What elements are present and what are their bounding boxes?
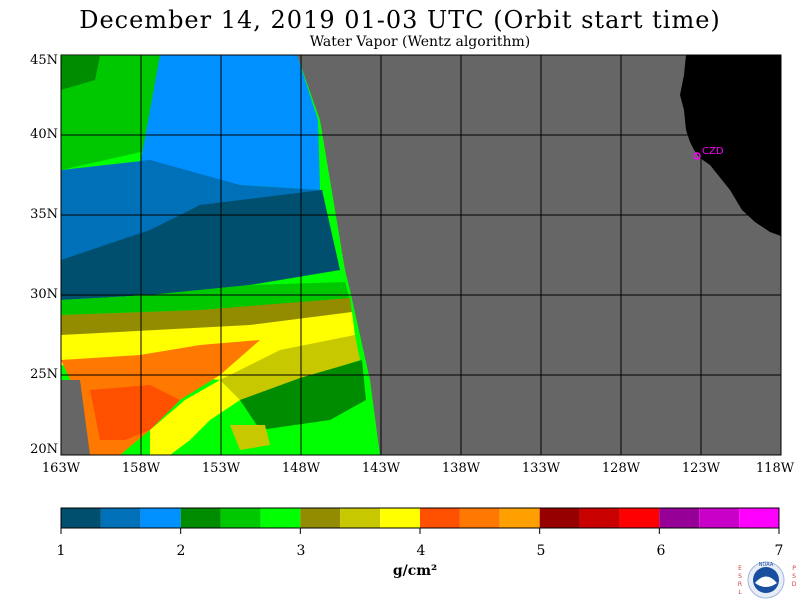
land-mass bbox=[680, 55, 781, 236]
graticule bbox=[60, 54, 782, 456]
lat-label: 40N bbox=[30, 127, 58, 142]
wv-zone-13 bbox=[90, 385, 180, 440]
station-label: CZD bbox=[702, 146, 724, 157]
lon-label: 148W bbox=[281, 461, 321, 476]
colorbar-swatch bbox=[619, 508, 660, 528]
logo-letter: S bbox=[792, 573, 796, 580]
lat-label: 20N bbox=[30, 442, 58, 457]
lon-label: 153W bbox=[201, 461, 241, 476]
wv-zone-5 bbox=[61, 56, 100, 90]
colorbar-swatch bbox=[539, 508, 580, 528]
colorbar-swatch bbox=[579, 508, 620, 528]
colorbar-swatch bbox=[380, 508, 420, 528]
lat-label: 45N bbox=[30, 53, 58, 68]
lon-label: 128W bbox=[601, 461, 641, 476]
lon-label: 143W bbox=[361, 461, 401, 476]
wv-zone-15 bbox=[230, 425, 270, 450]
station-marker bbox=[693, 152, 701, 160]
logo-right-text: PSD bbox=[792, 565, 797, 588]
lon-label: 158W bbox=[121, 461, 161, 476]
logo-letter: E bbox=[738, 565, 742, 572]
chart-title: December 14, 2019 01-03 UTC (Orbit start… bbox=[79, 6, 721, 34]
lon-label: 163W bbox=[41, 461, 81, 476]
colorbar-swatch bbox=[699, 508, 740, 528]
colorbar-swatch bbox=[739, 508, 779, 528]
logo-letter: D bbox=[792, 581, 797, 588]
wv-zone-14 bbox=[150, 380, 240, 455]
colorbar-unit: g/cm² bbox=[392, 563, 438, 579]
colorbar-swatch bbox=[499, 508, 540, 528]
wv-zone-8 bbox=[61, 298, 352, 335]
colorbar-tick: 3 bbox=[296, 543, 306, 559]
logo-letter: P bbox=[792, 565, 796, 572]
colorbar-swatch bbox=[140, 508, 181, 528]
colorbar-tick: 5 bbox=[536, 543, 546, 559]
lat-label: 30N bbox=[30, 287, 58, 302]
colorbar-swatch bbox=[100, 508, 141, 528]
colorbar-swatch bbox=[659, 508, 700, 528]
logo-letter: L bbox=[738, 589, 742, 596]
colorbar-swatch bbox=[220, 508, 261, 528]
lon-label: 123W bbox=[681, 461, 721, 476]
wv-zone-4 bbox=[61, 190, 340, 300]
lat-label: 25N bbox=[30, 367, 58, 382]
colorbar-swatch bbox=[300, 508, 341, 528]
colorbar-swatch bbox=[180, 508, 221, 528]
colorbar-swatch bbox=[260, 508, 301, 528]
wv-zone-7 bbox=[61, 282, 350, 315]
wv-zone-1 bbox=[61, 55, 160, 170]
logo-letter: S bbox=[738, 573, 742, 580]
logo-letter: R bbox=[738, 581, 742, 588]
colorbar-swatch bbox=[340, 508, 381, 528]
colorbar-tick: 7 bbox=[774, 543, 784, 559]
logo-center-text: NOAA bbox=[759, 562, 774, 568]
colorbar-tick: 4 bbox=[416, 543, 426, 559]
wv-zone-16 bbox=[61, 380, 90, 455]
chart-subtitle: Water Vapor (Wentz algorithm) bbox=[309, 34, 531, 50]
colorbar-swatch bbox=[420, 508, 460, 528]
colorbar bbox=[60, 507, 780, 534]
lat-label: 35N bbox=[30, 207, 58, 222]
colorbar-swatch bbox=[61, 508, 101, 528]
lon-label: 133W bbox=[521, 461, 561, 476]
colorbar-tick: 1 bbox=[56, 543, 66, 559]
colorbar-tick: 6 bbox=[656, 543, 666, 559]
colorbar-swatch bbox=[459, 508, 500, 528]
wv-zone-11 bbox=[240, 360, 366, 430]
lon-label: 118W bbox=[755, 461, 795, 476]
wv-zone-10 bbox=[220, 335, 360, 400]
colorbar-tick: 2 bbox=[176, 543, 186, 559]
wv-zone-6 bbox=[240, 120, 300, 175]
lon-label: 138W bbox=[441, 461, 481, 476]
